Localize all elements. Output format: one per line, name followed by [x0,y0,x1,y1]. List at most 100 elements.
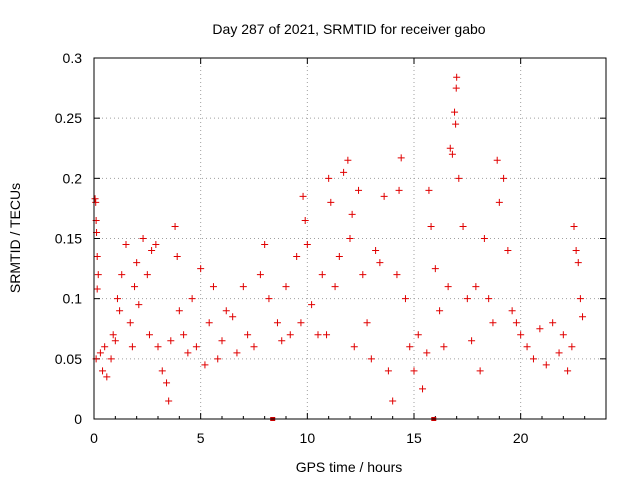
data-point [440,343,448,351]
data-point [128,343,136,351]
data-point [485,295,493,303]
data-point [340,168,348,176]
data-point [325,174,333,182]
data-point [143,271,151,279]
data-point [436,307,444,315]
y-tick-label: 0 [74,411,82,427]
data-point [91,195,99,203]
data-point [431,265,439,273]
data-point [107,355,115,363]
data-point [455,174,463,182]
data-point [93,253,101,261]
data-point [314,331,322,339]
data-point [363,319,371,327]
data-point [152,241,160,249]
data-point [261,241,269,249]
data-point [331,283,339,291]
data-point [574,259,582,267]
data-point [122,241,130,249]
data-point [555,349,563,357]
data-point [393,271,401,279]
data-point [384,367,392,375]
data-point [308,301,316,309]
data-point [493,156,501,164]
y-axis-label: SRMTID / TECUs [7,183,23,293]
data-point [197,265,205,273]
data-point [350,343,358,351]
data-point [355,186,363,194]
data-point [93,285,101,293]
data-point [463,295,471,303]
data-point [218,337,226,345]
data-point [222,307,230,315]
data-point [318,271,326,279]
chart-title: Day 287 of 2021, SRMTID for receiver gab… [212,21,485,37]
data-point [158,367,166,375]
data-point [344,156,352,164]
data-point [135,301,143,309]
data-point [508,307,516,315]
data-point [165,397,173,405]
data-point [570,222,578,230]
data-point [489,319,497,327]
plot-frame [93,57,607,420]
data-point [410,367,418,375]
data-point [448,150,456,158]
data-point [480,235,488,242]
data-point [389,397,397,405]
x-axis-label: GPS time / hours [296,459,403,475]
data-point [111,337,119,345]
data-point [451,108,459,116]
data-point [459,222,467,230]
data-point [376,259,384,267]
data-point [372,247,380,255]
data-point [205,319,213,327]
data-point [297,319,305,327]
data-point [414,331,422,339]
data-point [452,84,460,92]
data-point [233,349,241,357]
data-point [229,313,237,321]
data-point [103,373,111,381]
data-point [173,253,181,261]
data-point [419,385,427,393]
axis-ticks: 0 0.05 0.1 0.15 0.2 0.25 0.3 0 5 10 15 20 [55,50,606,446]
data-point [380,192,388,200]
data-point [273,319,281,327]
data-point [397,154,405,162]
data-point [96,349,104,357]
data-point [209,283,217,291]
data-point [504,247,512,255]
data-point [427,222,435,230]
data-point [171,222,179,230]
data-point [542,361,550,369]
data-point [367,355,375,363]
data-point [423,349,431,357]
y-tick-label: 0.25 [55,110,82,126]
y-tick-label: 0.05 [55,351,82,367]
y-tick-label: 0.3 [63,50,83,66]
data-point [348,210,356,218]
x-tick-label: 10 [300,430,316,446]
data-point [201,361,209,369]
data-point [568,343,576,351]
data-point [564,367,572,375]
data-point [327,198,335,206]
data-points [91,73,587,405]
data-point [576,295,584,303]
y-tick-label: 0.15 [55,231,82,247]
data-point [359,271,367,279]
data-point [139,235,147,242]
data-point [401,295,409,303]
y-tick-label: 0.2 [63,170,83,186]
data-point [154,343,162,351]
data-point [425,186,433,194]
data-point [536,325,544,333]
data-point [180,331,188,339]
data-point [299,192,307,200]
data-point [335,253,343,261]
data-point [101,343,109,351]
data-point [323,331,331,339]
data-point [282,283,290,291]
data-point [395,186,403,194]
